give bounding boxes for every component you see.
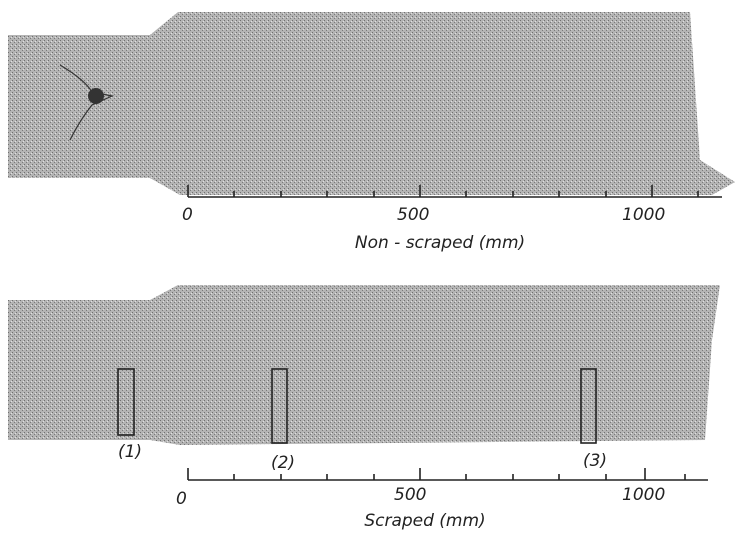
specimen-non-scraped (8, 12, 735, 195)
scale-label: 1000 (622, 205, 665, 225)
scale-bar (187, 468, 708, 481)
scale-label: 0 (182, 205, 193, 225)
sample-region (271, 368, 288, 444)
scale-label: 1000 (622, 485, 665, 505)
marker-label: (3) (583, 451, 607, 471)
caption: Scraped (mm) (364, 511, 485, 531)
sample-region (117, 368, 135, 436)
specimen-scraped (8, 285, 720, 445)
scale-bar (187, 185, 722, 198)
caption: Non - scraped (mm) (355, 233, 525, 253)
marker-label: (2) (271, 453, 295, 473)
sample-region (580, 368, 597, 444)
marker-label: (1) (118, 442, 142, 462)
scale-label: 500 (394, 485, 426, 505)
crack-origin (88, 88, 104, 104)
scale-label: 0 (176, 489, 187, 509)
crack (59, 64, 114, 141)
scale-label: 500 (397, 205, 429, 225)
